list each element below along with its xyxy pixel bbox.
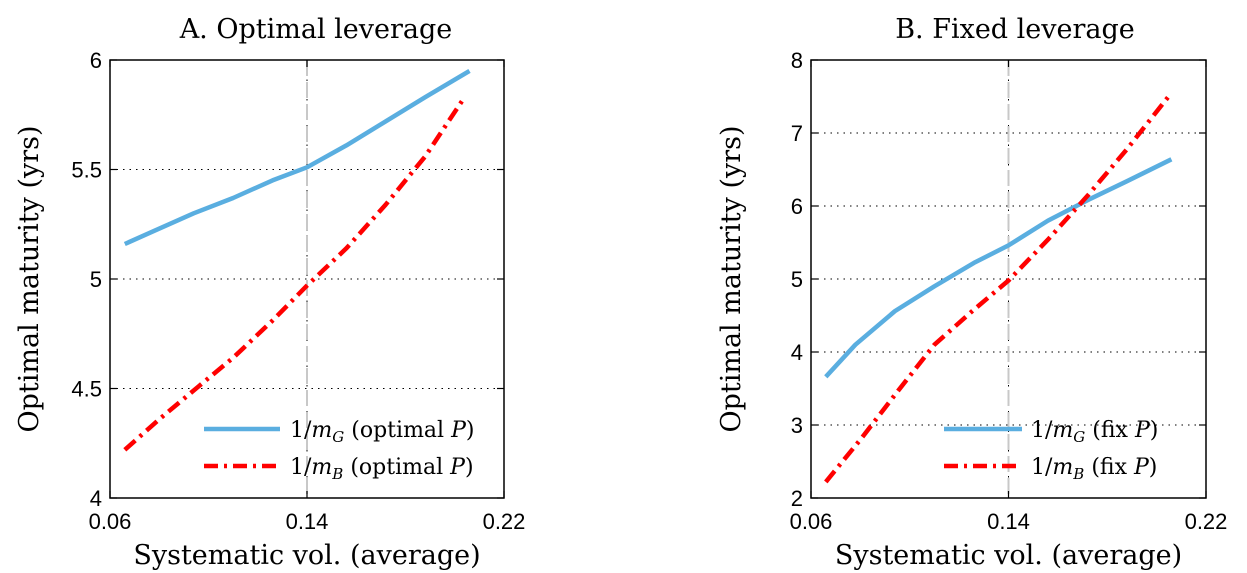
series-line-0 (123, 68, 471, 247)
x-tick-label: 0.06 (89, 509, 132, 534)
legend-entry-part: m (1052, 455, 1073, 480)
legend-entry: 1/mB (optimal P) (290, 455, 474, 483)
y-tick-label: 3 (791, 413, 803, 438)
x-tick-label: 0.14 (987, 509, 1030, 534)
legend-entry-part: 1/ (1031, 418, 1053, 443)
legend-entry-part: B (331, 465, 343, 483)
y-tick-label: 5 (90, 267, 102, 292)
y-tick-label: 6 (90, 48, 102, 73)
legend-entry-part: m (1052, 418, 1073, 443)
legend-entry-part: P (449, 455, 466, 480)
legend-entry-part: m (311, 418, 332, 443)
y-tick-label: 4 (791, 340, 803, 365)
legend-entry-part: ) (465, 455, 474, 480)
legend-entry-part: G (1073, 428, 1085, 446)
panel-a-optimal-leverage: 4 4.5 5 5.5 6 0.06 0.14 0.22 A. Optimal leverage… (14, 14, 525, 571)
x-tick-label: 0.06 (790, 509, 833, 534)
y-tick-label: 7 (791, 121, 803, 146)
legend-entry-part: (optimal (343, 455, 450, 480)
legend-entry-part: 1/ (1031, 455, 1053, 480)
x-axis-label: Systematic vol. (average) (835, 540, 1182, 571)
legend-entry-part: ) (1149, 455, 1158, 480)
legend-entry-part: 1/ (290, 455, 312, 480)
legend-entry-part: ) (466, 418, 475, 443)
y-tick-label: 8 (791, 48, 803, 73)
series-line-1 (123, 95, 467, 452)
legend-entry-part: B (1072, 465, 1084, 483)
y-tick-label: 5 (791, 267, 803, 292)
x-tick-label: 0.22 (1185, 509, 1228, 534)
legend-entry-part: P (1133, 455, 1150, 480)
chart-title: A. Optimal leverage (179, 14, 453, 45)
legend-entry-part: P (1134, 418, 1151, 443)
x-tick-label: 0.22 (483, 509, 526, 534)
y-tick-label: 6 (791, 194, 803, 219)
legend-entry-part: (fix (1084, 455, 1134, 480)
y-axis-label: Optimal maturity (yrs) (14, 125, 45, 432)
y-tick-label: 4 (90, 486, 102, 511)
x-tick-label: 0.14 (286, 509, 329, 534)
legend-entry-part: P (450, 418, 467, 443)
series-line-1 (824, 91, 1174, 484)
legend-entry-part: (fix (1085, 418, 1135, 443)
y-tick-label: 5.5 (71, 158, 102, 183)
y-axis-label: Optimal maturity (yrs) (716, 125, 747, 432)
y-tick-label: 2 (791, 486, 803, 511)
legend-entry: 1/mB (fix P) (1031, 455, 1157, 483)
x-axis-label: Systematic vol. (average) (133, 540, 480, 571)
legend-entry-part: 1/ (290, 418, 312, 443)
legend-entry-part: ) (1150, 418, 1159, 443)
chart-title: B. Fixed leverage (895, 14, 1135, 45)
legend-entry-part: m (311, 455, 332, 480)
legend-entry: 1/mG (optimal P) (290, 418, 474, 446)
legend-entry-part: G (332, 428, 344, 446)
legend-entry-part: (optimal (344, 418, 451, 443)
y-tick-label: 4.5 (71, 377, 102, 402)
series-line-0 (824, 157, 1173, 379)
panel-b-fixed-leverage: 2 3 4 5 6 7 8 0.06 0.14 0.22 B. Fixed leverage Syst… (716, 14, 1227, 571)
legend-entry: 1/mG (fix P) (1031, 418, 1158, 446)
